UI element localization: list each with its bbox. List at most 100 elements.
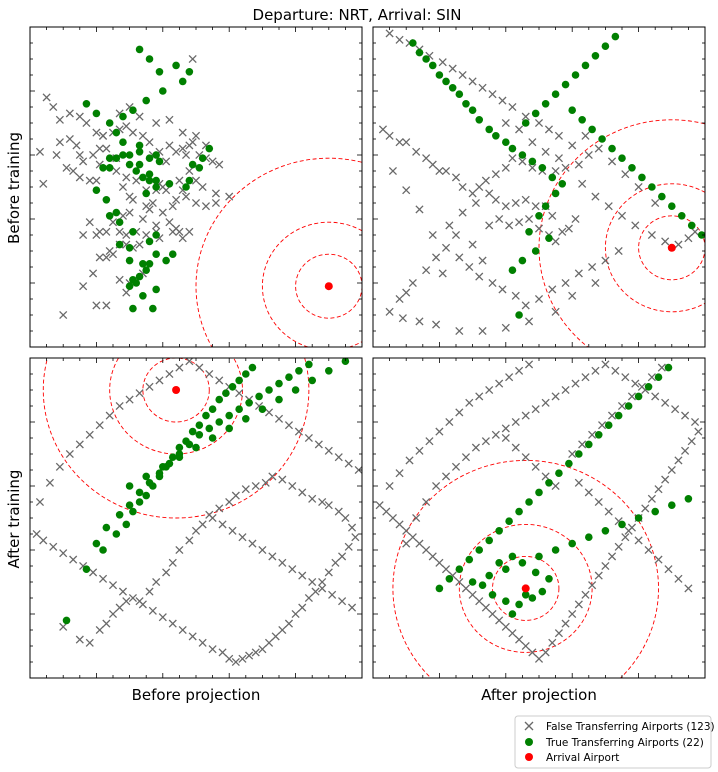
false-airport-point: [498, 285, 507, 294]
false-airport-point: [461, 453, 471, 462]
false-airport-point: [405, 456, 414, 465]
false-airport-point: [614, 246, 623, 256]
true-airport-point: [525, 228, 533, 236]
false-airport-point: [205, 369, 214, 379]
false-airport-point: [55, 138, 64, 147]
false-airport-point: [455, 577, 464, 587]
false-airport-point: [92, 230, 101, 240]
true-airport-point: [135, 45, 144, 54]
false-airport-point: [92, 176, 101, 185]
true-airport-point: [634, 392, 643, 401]
true-airport-point: [152, 285, 160, 294]
false-airport-point: [408, 533, 417, 542]
false-airport-point: [181, 192, 191, 201]
false-airport-point: [102, 227, 111, 236]
false-airport-point: [115, 275, 124, 284]
true-airport-point: [82, 100, 91, 108]
false-airport-point: [162, 186, 171, 195]
false-airport-point: [478, 83, 487, 92]
false-airport-point: [49, 542, 58, 551]
panel-before-training-before-projection: [29, 26, 363, 348]
false-airport-point: [471, 443, 480, 452]
false-airport-point: [568, 449, 577, 459]
true-airport-point: [601, 42, 610, 50]
false-airport-point: [674, 456, 683, 465]
false-airport-point: [521, 195, 530, 204]
false-airport-point: [324, 446, 333, 455]
false-airport-point: [188, 632, 197, 641]
false-airport-point: [155, 376, 164, 385]
false-airport-point: [291, 609, 300, 619]
false-airport-point: [385, 131, 394, 140]
false-airport-point: [534, 294, 544, 304]
true-airport-point: [545, 479, 553, 487]
true-airport-point: [638, 173, 646, 182]
false-airport-point: [435, 558, 444, 567]
true-airport-point: [495, 559, 503, 567]
false-airport-point: [225, 192, 234, 201]
true-airport-point: [571, 71, 580, 79]
false-airport-point: [617, 401, 627, 411]
true-airport-point: [135, 498, 144, 506]
true-airport-point: [119, 112, 127, 121]
false-airport-point: [634, 536, 643, 545]
false-airport-point: [631, 221, 640, 230]
false-airport-point: [588, 430, 597, 439]
true-airport-point: [159, 463, 167, 471]
false-airport-point: [458, 70, 467, 80]
true-airport-point: [535, 212, 543, 220]
false-airport-point: [541, 472, 550, 481]
true-airport-point: [658, 192, 666, 201]
false-airport-point: [451, 173, 461, 182]
false-airport-point: [594, 497, 603, 507]
axes-frame: [29, 26, 363, 348]
false-airport-point: [378, 125, 388, 134]
false-airport-point: [65, 449, 74, 459]
false-airport-point: [468, 240, 477, 249]
false-airport-point: [32, 529, 41, 539]
true-airport-point: [495, 527, 503, 535]
true-airport-point: [568, 539, 576, 548]
false-airport-point: [551, 481, 560, 491]
true-airport-point: [145, 237, 154, 246]
false-airport-point: [75, 173, 84, 182]
true-airport-point: [455, 565, 464, 573]
false-airport-point: [674, 574, 683, 583]
true-airport-point: [248, 363, 257, 372]
true-airport-point: [541, 100, 550, 108]
false-airport-point: [122, 230, 131, 240]
false-airport-point: [441, 565, 451, 574]
false-airport-point: [637, 382, 646, 391]
axis-ticks: [373, 358, 705, 678]
false-airport-point: [395, 35, 404, 44]
false-airport-point: [135, 112, 144, 121]
true-airport-point: [634, 514, 643, 522]
distance-ring: [261, 221, 362, 347]
true-airport-point: [468, 578, 477, 586]
false-airport-point: [524, 360, 534, 369]
figure-title: Departure: NRT, Arrival: SIN: [253, 6, 462, 24]
true-airport-point: [168, 453, 177, 462]
false-airport-point: [488, 609, 497, 619]
false-airport-point: [108, 218, 118, 227]
false-airport-point: [598, 421, 607, 430]
true-airport-point: [102, 196, 111, 204]
false-airport-point: [501, 118, 510, 128]
false-airport-point: [258, 545, 267, 555]
false-airport-point: [298, 571, 307, 580]
true-airport-point: [628, 164, 636, 172]
false-airport-point: [581, 373, 590, 382]
false-airport-point: [105, 411, 114, 420]
false-airport-point: [402, 526, 411, 535]
false-airport-point: [191, 131, 201, 140]
false-airport-point: [528, 138, 537, 147]
false-airport-point: [681, 446, 690, 455]
false-airport-point: [178, 234, 187, 243]
true-airport-point: [545, 234, 553, 242]
false-airport-point: [574, 269, 583, 278]
true-airport-point: [152, 176, 160, 185]
true-airport-point: [608, 144, 616, 153]
true-airport-point: [275, 379, 283, 388]
true-airport-point: [618, 520, 626, 529]
true-airport-point: [531, 247, 540, 255]
